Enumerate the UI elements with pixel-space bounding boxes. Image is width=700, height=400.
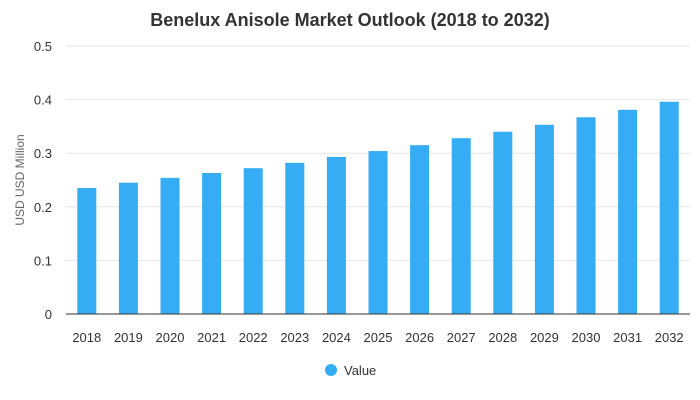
legend-swatch-value (325, 364, 337, 376)
x-tick-label: 2023 (280, 330, 309, 345)
bar-2021[interactable] (202, 173, 222, 314)
bar-2025[interactable] (368, 151, 388, 314)
bar-2029[interactable] (534, 124, 554, 315)
y-tick-label: 0.2 (34, 200, 52, 215)
x-tick-label: 2025 (364, 330, 393, 345)
bar-2023[interactable] (285, 162, 305, 314)
y-axis-ticks: 0 0.1 0.2 0.3 0.4 0.5 (34, 39, 52, 322)
x-tick-label: 2026 (405, 330, 434, 345)
bars (77, 101, 679, 315)
bar-2032[interactable] (659, 101, 679, 314)
bar-2019[interactable] (118, 182, 138, 314)
bar-2028[interactable] (493, 131, 513, 314)
bar-2030[interactable] (576, 117, 596, 315)
bar-2018[interactable] (77, 188, 97, 314)
x-axis-ticks: 2018 2019 2020 2021 2022 2023 2024 2025 2026 2027… (72, 330, 683, 345)
x-tick-label: 2031 (613, 330, 642, 345)
x-tick-label: 2028 (488, 330, 517, 345)
x-tick-label: 2032 (655, 330, 684, 345)
bar-2024[interactable] (326, 156, 346, 314)
x-tick-label: 2022 (239, 330, 268, 345)
chart-title: Benelux Anisole Market Outlook (2018 to … (150, 10, 549, 30)
bar-2027[interactable] (451, 138, 471, 314)
x-tick-label: 2020 (156, 330, 185, 345)
y-tick-label: 0.1 (34, 253, 52, 268)
x-tick-label: 2027 (447, 330, 476, 345)
y-axis-label: USD USD Million (13, 134, 27, 225)
x-tick-label: 2018 (72, 330, 101, 345)
bar-2022[interactable] (243, 168, 263, 314)
bar-2020[interactable] (160, 177, 180, 314)
x-tick-label: 2021 (197, 330, 226, 345)
bar-2031[interactable] (618, 109, 638, 314)
y-tick-label: 0.3 (34, 146, 52, 161)
x-tick-label: 2029 (530, 330, 559, 345)
legend-label-value: Value (344, 363, 376, 378)
legend[interactable]: Value (325, 363, 376, 378)
bar-2026[interactable] (410, 145, 430, 314)
x-tick-label: 2030 (572, 330, 601, 345)
y-tick-label: 0.5 (34, 39, 52, 54)
x-tick-label: 2024 (322, 330, 351, 345)
x-tick-label: 2019 (114, 330, 143, 345)
y-tick-label: 0 (45, 307, 52, 322)
y-tick-label: 0.4 (34, 93, 52, 108)
